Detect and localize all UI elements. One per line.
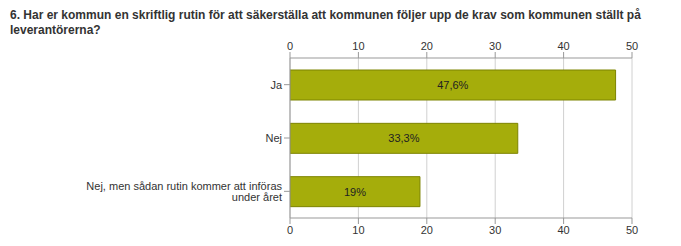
- svg-text:33,3%: 33,3%: [388, 132, 419, 144]
- svg-text:30: 30: [489, 42, 501, 52]
- svg-text:10: 10: [352, 42, 364, 52]
- svg-text:40: 40: [557, 42, 569, 52]
- svg-text:50: 50: [626, 42, 638, 52]
- svg-text:0: 0: [287, 42, 293, 52]
- svg-text:Ja: Ja: [270, 79, 283, 91]
- svg-text:20: 20: [421, 42, 433, 52]
- svg-text:10: 10: [352, 224, 364, 234]
- html-text:6. Har er kommun en skriftlig: 6. Har er kommun en skriftlig rutin för …: [10, 8, 641, 37]
- svg-text:Nej: Nej: [265, 132, 282, 144]
- svg-text:47,6%: 47,6%: [437, 79, 468, 91]
- svg-text:20: 20: [421, 224, 433, 234]
- svg-text:Nej, men sådan rutin kommer at: Nej, men sådan rutin kommer att införasu…: [86, 180, 282, 203]
- svg-text:40: 40: [557, 224, 569, 234]
- svg-text:19%: 19%: [344, 186, 366, 198]
- svg-text:30: 30: [489, 224, 501, 234]
- svg-text:50: 50: [626, 224, 638, 234]
- svg-text:0: 0: [287, 224, 293, 234]
